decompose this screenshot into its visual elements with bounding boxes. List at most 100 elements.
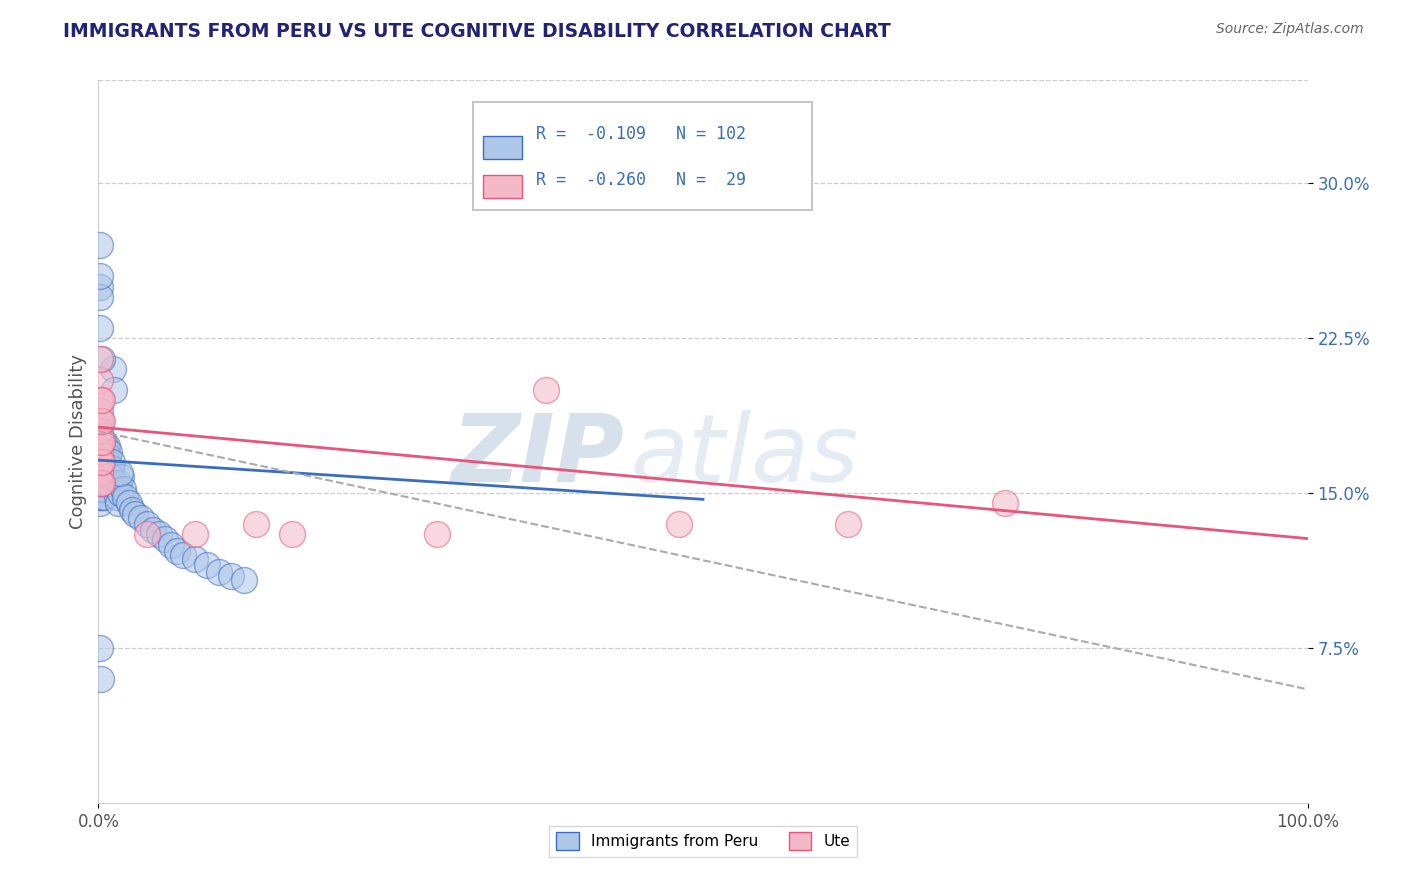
Point [98, 475, 121, 490]
Point [89, 417, 111, 432]
Point [111, 482, 134, 496]
Point [90, 445, 112, 459]
Point [108, 475, 131, 490]
Point [94, 449, 117, 463]
Point [837, 517, 859, 532]
Point [534, 383, 557, 397]
Point [89, 490, 111, 504]
Point [94, 466, 117, 480]
Point [91, 475, 114, 490]
Point [93, 472, 115, 486]
Point [90, 490, 112, 504]
Point [426, 527, 449, 541]
Point [135, 517, 157, 532]
Point [97, 449, 120, 463]
Point [90, 480, 112, 494]
Point [91, 475, 114, 490]
Point [89, 373, 111, 387]
Point [91, 455, 114, 469]
Point [91, 434, 114, 449]
Point [90, 469, 112, 483]
Point [89, 393, 111, 408]
Point [172, 548, 194, 562]
Legend: Immigrants from Peru, Ute: Immigrants from Peru, Ute [550, 826, 856, 856]
Point [91, 490, 114, 504]
Point [89, 445, 111, 459]
Point [89, 414, 111, 428]
Point [89, 469, 111, 483]
Point [129, 511, 152, 525]
Point [90, 466, 112, 480]
Point [89, 441, 111, 455]
Point [90, 455, 112, 469]
Point [90, 475, 112, 490]
Point [91, 414, 114, 428]
Point [91, 469, 114, 483]
Point [94, 441, 117, 455]
Text: ZIP: ZIP [451, 410, 624, 502]
Point [89, 466, 111, 480]
Point [91, 439, 114, 453]
Text: Source: ZipAtlas.com: Source: ZipAtlas.com [1216, 22, 1364, 37]
Bar [482, 175, 522, 198]
Point [89, 434, 111, 449]
Point [91, 475, 114, 490]
Point [160, 538, 183, 552]
Point [90, 672, 112, 686]
Point [91, 445, 114, 459]
Point [97, 466, 120, 480]
Point [89, 496, 111, 510]
Point [91, 455, 114, 469]
Text: R =  -0.260   N =  29: R = -0.260 N = 29 [536, 171, 747, 189]
Point [96, 455, 118, 469]
Point [195, 558, 218, 573]
Point [90, 434, 112, 449]
Point [110, 469, 132, 483]
Point [148, 527, 170, 541]
Point [96, 439, 118, 453]
Point [184, 527, 207, 541]
Point [245, 517, 267, 532]
Point [89, 459, 111, 474]
Point [89, 475, 111, 490]
Point [89, 640, 111, 655]
Point [89, 482, 111, 496]
Point [91, 393, 114, 408]
Point [93, 434, 115, 449]
Point [93, 445, 115, 459]
Point [100, 469, 122, 483]
FancyBboxPatch shape [474, 102, 811, 211]
Point [91, 466, 114, 480]
Point [93, 461, 115, 475]
Point [89, 434, 111, 449]
Point [281, 527, 304, 541]
Point [89, 436, 111, 450]
Point [91, 351, 114, 366]
Point [90, 414, 112, 428]
Point [91, 434, 114, 449]
Point [101, 362, 124, 376]
Point [90, 434, 112, 449]
Point [89, 403, 111, 417]
Point [89, 428, 111, 442]
Point [93, 455, 115, 469]
Point [668, 517, 690, 532]
Point [89, 466, 111, 480]
Point [114, 490, 136, 504]
Point [90, 461, 112, 475]
Point [103, 383, 125, 397]
Point [118, 496, 141, 510]
Point [94, 475, 117, 490]
Point [994, 496, 1017, 510]
Point [89, 449, 111, 463]
Point [104, 475, 127, 490]
Point [90, 430, 112, 444]
Point [89, 451, 111, 466]
Text: IMMIGRANTS FROM PERU VS UTE COGNITIVE DISABILITY CORRELATION CHART: IMMIGRANTS FROM PERU VS UTE COGNITIVE DI… [63, 22, 891, 41]
Point [89, 445, 111, 459]
Point [184, 552, 207, 566]
Point [89, 455, 111, 469]
Point [89, 463, 111, 477]
Point [91, 466, 114, 480]
Point [89, 321, 111, 335]
